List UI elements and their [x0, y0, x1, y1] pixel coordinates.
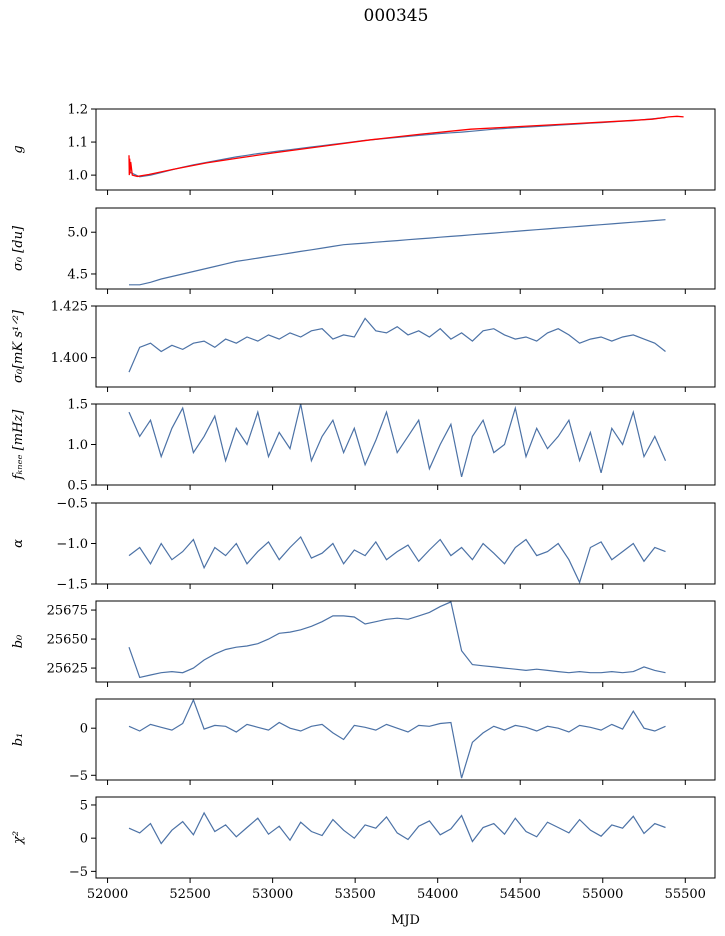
x-tick-label: 54000 — [417, 887, 458, 902]
series-line-sigma0_mK — [128, 317, 666, 373]
y-axis-label: fₖₙₑₑ [mHz] — [11, 409, 26, 481]
axes-frame — [95, 207, 716, 290]
y-tick-label: −0.5 — [56, 497, 88, 512]
y-tick-label: 1.5 — [67, 398, 88, 413]
axes-frame — [95, 305, 716, 388]
y-tick-label: −5 — [69, 769, 88, 784]
x-axis-label: MJD — [391, 913, 420, 928]
y-tick-label: 25675 — [47, 604, 88, 619]
x-tick-label: 54500 — [500, 887, 541, 902]
series-line-b1 — [128, 699, 666, 779]
x-tick-label: 52000 — [87, 887, 128, 902]
axes-frame — [95, 108, 716, 191]
x-tick-label: 55000 — [582, 887, 623, 902]
subplot-3: 0.5 1.0 1.5 fₖₙₑₑ [mHz] — [11, 398, 716, 494]
axes-frame — [95, 796, 716, 879]
y-axis-label: σ₀[mK s¹ᐟ²] — [11, 309, 26, 383]
subplot-2: 1.400 1.425 σ₀[mK s¹ᐟ²] — [11, 300, 716, 392]
subplot-1: 4.5 5.0 σ₀ [du] — [11, 207, 716, 294]
x-tick-label: 55500 — [665, 887, 706, 902]
y-axis-label: b₀ — [11, 634, 26, 648]
x-tick-label: 53000 — [252, 887, 293, 902]
x-tick-label: 52500 — [169, 887, 210, 902]
y-tick-label: 1.1 — [67, 136, 88, 151]
y-tick-label: 1.425 — [51, 300, 88, 315]
y-tick-label: −1.0 — [56, 537, 88, 552]
x-tick-label: 53500 — [334, 887, 375, 902]
series-line-chi2 — [128, 811, 666, 845]
series-line-alpha — [128, 535, 666, 584]
y-axis-label: σ₀ [du] — [11, 225, 26, 271]
subplot-4: −1.5 −1.0 −0.5 α — [11, 497, 716, 593]
y-tick-label: 1.2 — [67, 103, 88, 118]
y-axis-label: α — [11, 539, 26, 548]
y-tick-label: 25650 — [47, 633, 88, 648]
y-tick-label: 1.0 — [67, 438, 88, 453]
y-axis-label: χ² — [11, 831, 26, 845]
subplot-6: −5 0 b₁ — [11, 698, 716, 785]
y-tick-label: 0.5 — [67, 479, 88, 494]
y-tick-label: −1.5 — [56, 578, 88, 593]
y-tick-label: 5 — [80, 798, 88, 813]
series-line-sigma0_du — [129, 219, 666, 286]
figure-title: 000345 — [363, 6, 429, 26]
y-tick-label: 5.0 — [67, 226, 88, 241]
y-tick-label: 1.400 — [51, 351, 88, 366]
y-tick-label: 25625 — [47, 662, 88, 677]
subplot-5: 25625 25650 25675 b₀ — [11, 600, 716, 687]
y-axis-label: b₁ — [11, 733, 26, 747]
y-tick-label: 4.5 — [67, 267, 88, 282]
y-tick-label: 0 — [80, 722, 88, 737]
axes-frame — [95, 698, 716, 781]
axes-frame — [95, 600, 716, 683]
series-line-fknee — [128, 404, 667, 478]
subplot-0: 1.0 1.1 1.2 g — [11, 103, 716, 195]
axes-frame — [95, 502, 716, 585]
y-tick-label: 1.0 — [67, 169, 88, 184]
series-line-b0 — [128, 601, 666, 679]
y-tick-label: −5 — [69, 865, 88, 880]
y-tick-label: 0 — [80, 832, 88, 847]
overlay-line — [128, 115, 684, 178]
series-line-g — [128, 117, 666, 178]
subplot-7: −5 0 5 52000 52500 53000 53500 54000 54500 55000 5… — [11, 796, 716, 902]
y-axis-label: g — [11, 145, 26, 153]
